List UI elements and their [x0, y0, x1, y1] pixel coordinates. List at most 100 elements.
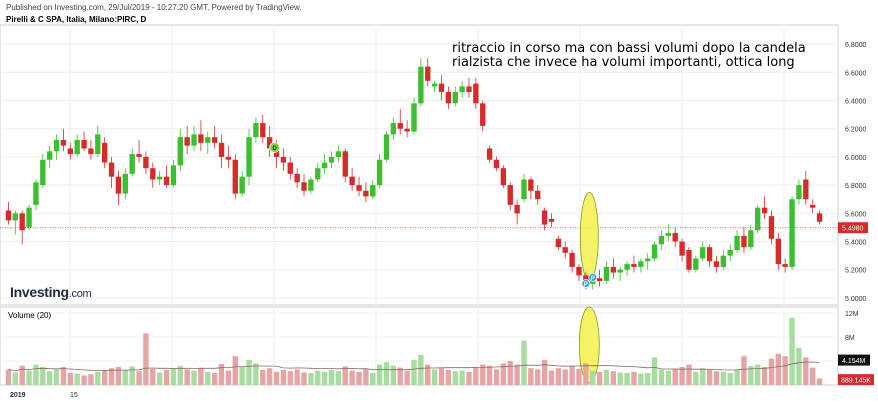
candle — [184, 125, 190, 155]
volume-bar — [363, 369, 369, 385]
candle-body — [658, 235, 665, 245]
candle-body — [466, 86, 472, 93]
volume-bar — [308, 373, 314, 385]
candle-body — [624, 264, 630, 270]
candle — [638, 258, 644, 273]
candle-body — [713, 261, 720, 267]
volume-bar — [445, 370, 452, 385]
candle — [253, 117, 259, 143]
candle — [129, 148, 135, 177]
candle-body — [727, 250, 733, 256]
candle — [218, 134, 225, 169]
price-tick-label: 6.6000 — [845, 70, 867, 77]
candle — [191, 125, 197, 152]
volume-bar — [349, 370, 355, 385]
volume-bar — [33, 364, 39, 385]
candle — [321, 154, 328, 174]
volume-bar — [466, 371, 472, 385]
price-tick-label: 6.4000 — [845, 99, 867, 106]
candle-body — [46, 151, 53, 160]
marker-d-icon — [269, 142, 281, 153]
candle-body — [562, 247, 568, 253]
volume-bar — [115, 367, 122, 385]
candle-body — [521, 179, 527, 200]
volume-bar — [74, 373, 80, 385]
candle-body — [101, 142, 108, 163]
candle-body — [603, 266, 610, 282]
volume-bar — [431, 369, 438, 385]
candle-body — [5, 210, 12, 221]
candle-body — [225, 156, 232, 160]
candle-body — [431, 83, 438, 87]
volume-bar — [480, 364, 486, 385]
price-tick-label: 6.0000 — [845, 155, 867, 162]
volume-bar — [376, 364, 383, 385]
candle-body — [411, 103, 417, 132]
volume-bar — [590, 370, 596, 385]
volume-bar — [397, 367, 403, 385]
candle — [376, 154, 383, 188]
candle-body — [383, 134, 390, 160]
volume-bar — [500, 363, 507, 385]
candle — [576, 264, 582, 282]
candle-body — [88, 148, 94, 155]
volume-bar — [53, 369, 60, 385]
volume-bar — [459, 370, 465, 385]
marker-label: D — [272, 146, 277, 152]
volume-bar — [328, 370, 335, 385]
volume-bar — [67, 373, 73, 385]
candle — [761, 196, 768, 219]
candle — [411, 97, 417, 135]
volume-bar — [356, 371, 362, 385]
candle-body — [803, 179, 809, 200]
candle-body — [789, 199, 795, 267]
logo-suffix: .com — [68, 288, 92, 300]
annotation-line-1: ritraccio in corso ma con bassi volumi d… — [452, 41, 806, 56]
logo-main: Investing — [10, 284, 69, 300]
volume-bar — [665, 370, 672, 385]
x-tick-label: 2019 — [10, 392, 26, 399]
volume-bar — [569, 365, 575, 385]
candle-body — [156, 176, 163, 180]
candle-body — [761, 207, 768, 214]
volume-bar — [143, 333, 149, 385]
candle-body — [445, 92, 452, 104]
candle — [610, 258, 617, 279]
candle — [775, 233, 782, 270]
candle-body — [150, 168, 156, 180]
volume-bar — [576, 368, 582, 385]
candle — [156, 171, 163, 186]
candle-body — [706, 247, 713, 262]
candle — [81, 131, 87, 152]
price-pane-frame — [0, 24, 839, 306]
volume-bar — [321, 371, 328, 385]
candle — [425, 58, 431, 87]
volume-bar — [136, 371, 142, 385]
candle — [383, 131, 390, 163]
candle-body — [363, 190, 369, 197]
symbol-title: Pirelli & C SPA, Italia, Milano:PIRC, D — [6, 15, 147, 24]
annotation-line-2: rialzista che invece ha volumi important… — [452, 55, 795, 70]
candle-body — [253, 123, 259, 138]
volume-tick-label: 12M — [845, 311, 859, 318]
volume-bar — [562, 369, 568, 385]
candle-body — [775, 238, 782, 265]
candle — [700, 241, 706, 262]
candle — [26, 204, 32, 231]
candle-body — [816, 213, 823, 222]
candle-body — [40, 159, 46, 186]
volume-bar — [748, 365, 754, 385]
volume-bar — [603, 370, 610, 385]
volume-bar — [294, 369, 300, 385]
candle-body — [500, 168, 507, 186]
volume-bar — [383, 362, 390, 385]
volume-bar — [40, 367, 46, 385]
candle — [170, 159, 177, 188]
candle — [397, 108, 403, 135]
volume-bar — [211, 373, 218, 385]
candle-body — [205, 137, 211, 143]
volume-bar — [803, 357, 809, 385]
candle — [631, 255, 637, 273]
candle — [370, 179, 376, 200]
